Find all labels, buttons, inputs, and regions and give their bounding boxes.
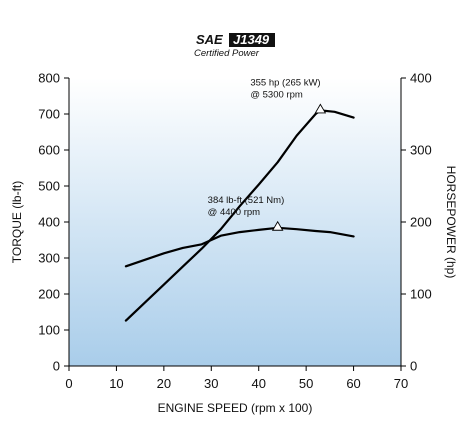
y-axis-left-title: TORQUE (lb-ft) [10, 181, 24, 263]
y-left-tick-label: 400 [38, 215, 60, 230]
badge-sae-text: SAE [196, 32, 223, 47]
x-tick-label: 40 [251, 376, 265, 391]
peak-annotation-text: @ 4400 rpm [208, 207, 261, 218]
sae-certified-badge: SAE J1349 Certified Power [194, 32, 275, 59]
badge-subtitle: Certified Power [194, 48, 260, 59]
y-left-tick-label: 800 [38, 71, 60, 86]
x-tick-label: 50 [299, 376, 313, 391]
axis-ticks: 0 10 20 30 40 50 60 700100200300400500600700800… [38, 71, 431, 392]
x-tick-label: 70 [394, 376, 408, 391]
y-right-tick-label: 0 [410, 359, 417, 374]
y-axis-right-title: HORSEPOWER (hp) [444, 166, 458, 279]
chart-annotations: 355 hp (265 kW)@ 5300 rpm 384 lb-ft (521 … [208, 77, 327, 231]
peak-annotation-text: @ 5300 rpm [250, 89, 303, 100]
y-right-tick-label: 200 [410, 215, 432, 230]
y-left-tick-label: 600 [38, 143, 60, 158]
x-tick-label: 30 [204, 376, 218, 391]
y-left-tick-label: 0 [53, 359, 60, 374]
y-left-tick-label: 300 [38, 251, 60, 266]
plot-area-background [69, 78, 401, 366]
torque-curve-line [124, 226, 355, 268]
peak-marker [271, 220, 284, 231]
y-left-tick-label: 700 [38, 107, 60, 122]
x-tick-label: 10 [109, 376, 123, 391]
x-tick-label: 0 [65, 376, 72, 391]
y-right-tick-label: 400 [410, 71, 432, 86]
y-right-tick-label: 300 [410, 143, 432, 158]
y-left-tick-label: 100 [38, 323, 60, 338]
y-left-tick-label: 200 [38, 287, 60, 302]
y-left-tick-label: 500 [38, 179, 60, 194]
x-tick-label: 60 [346, 376, 360, 391]
x-tick-label: 20 [157, 376, 171, 391]
y-right-tick-label: 100 [410, 287, 432, 302]
peak-annotation-text: 355 hp (265 kW) [250, 77, 320, 88]
badge-code-box [229, 33, 275, 47]
peak-annotation-text: 384 lb-ft (521 Nm) [208, 195, 285, 206]
x-axis-title: ENGINE SPEED (rpm x 100) [158, 401, 313, 415]
badge-code-text: J1349 [233, 32, 270, 47]
peak-marker [314, 103, 327, 114]
